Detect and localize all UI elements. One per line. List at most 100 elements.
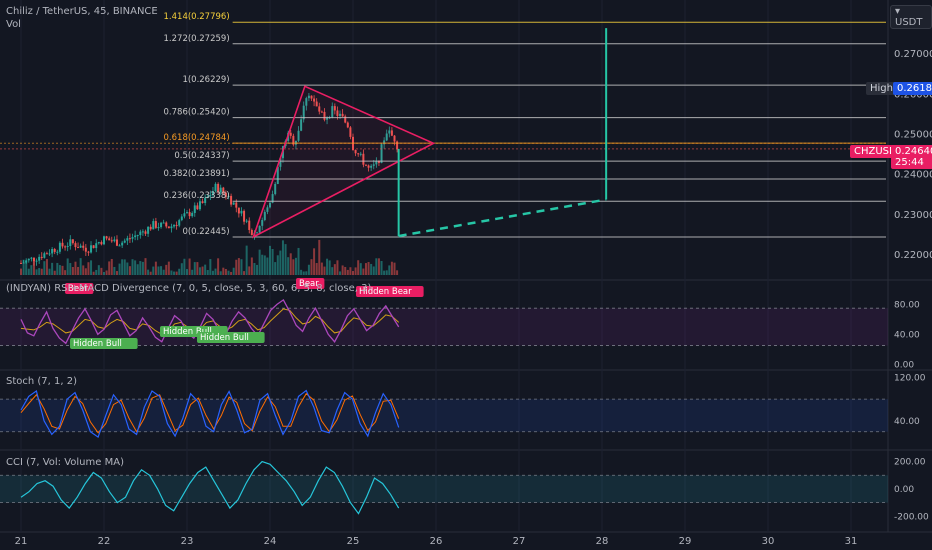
candle-body <box>232 202 235 205</box>
candle-body <box>178 220 181 226</box>
volume-bar <box>258 249 261 275</box>
candle-body <box>235 202 238 208</box>
candle-body <box>193 205 196 213</box>
cci-band <box>0 475 888 503</box>
volume-bar <box>370 263 373 275</box>
candle-body <box>84 247 87 252</box>
volume-bar <box>180 263 183 275</box>
volume-bar <box>294 257 297 275</box>
candle-body <box>35 260 38 262</box>
volume-bar <box>201 266 204 275</box>
x-tick-label: 23 <box>181 536 194 547</box>
volume-bar <box>274 262 277 275</box>
high-label: High <box>870 83 893 94</box>
candle-body <box>136 235 139 237</box>
candle-body <box>396 141 399 150</box>
candle-body <box>165 222 168 227</box>
volume-bar <box>154 261 157 275</box>
candle-body <box>92 245 95 249</box>
candle-body <box>383 140 386 145</box>
volume-bar <box>237 258 240 275</box>
x-tick-label: 29 <box>679 536 692 547</box>
volume-bar <box>113 266 116 275</box>
x-tick-label: 26 <box>430 536 443 547</box>
candle-body <box>377 160 380 163</box>
candle-body <box>113 239 116 242</box>
stoch-band <box>0 399 888 432</box>
volume-bar <box>144 258 147 275</box>
x-tick-label: 21 <box>15 536 28 547</box>
volume-bar <box>30 265 33 275</box>
volume-bar <box>269 245 271 275</box>
candle-body <box>51 248 54 254</box>
volume-bar <box>313 248 316 275</box>
candle-body <box>204 197 207 203</box>
x-tick-label: 24 <box>264 536 277 547</box>
candle-body <box>302 105 305 120</box>
volume-bar <box>173 271 176 275</box>
candle-body <box>30 257 33 259</box>
candle-body <box>357 153 360 155</box>
high-value: 0.26185 <box>897 83 932 94</box>
symbol-title[interactable]: Chiliz / TetherUS, 45, BINANCE <box>6 6 158 17</box>
fib-level-label: 0.236(0.23338) <box>164 191 230 201</box>
candle-body <box>320 111 323 113</box>
divergence-tag-bg <box>70 338 138 349</box>
candle-body <box>227 195 230 197</box>
divergence-tag-bg <box>356 286 424 297</box>
volume-bar <box>103 271 105 275</box>
candle-body <box>131 237 134 239</box>
stoch-pane-title[interactable]: Stoch (7, 1, 2) <box>6 376 78 387</box>
candle-body <box>173 225 176 227</box>
volume-bar <box>79 258 82 275</box>
candle-body <box>162 222 165 224</box>
candle-body <box>243 210 246 222</box>
volume-bar <box>214 268 217 275</box>
volume-bar <box>256 264 259 275</box>
divergence-tag-label: Bear <box>68 284 88 294</box>
volume-bar <box>307 264 310 275</box>
volume-bar <box>253 262 256 275</box>
candle-body <box>362 153 365 165</box>
volume-label[interactable]: Vol <box>6 19 21 30</box>
rsi-pane-title[interactable]: (INDYAN) RSI+MACD Divergence (7, 0, 5, c… <box>6 283 372 294</box>
candle-body <box>359 153 362 155</box>
candle-body <box>349 127 352 137</box>
volume-bar <box>32 258 35 275</box>
volume-bar <box>300 269 303 275</box>
divergence-tag-label: Bear <box>299 279 319 289</box>
volume-bar <box>123 259 126 275</box>
rsi-tick-label: 0.00 <box>894 360 914 370</box>
volume-bar <box>22 259 25 275</box>
cci-line <box>20 460 400 515</box>
stoch-tick-label: 40.00 <box>894 417 920 427</box>
candle-body <box>126 238 129 241</box>
candle-body <box>108 238 111 241</box>
volume-bar <box>56 262 59 275</box>
volume-bar <box>346 269 349 275</box>
currency-label: USDT <box>895 17 923 28</box>
volume-bar <box>230 271 233 275</box>
rsi-band <box>0 308 888 346</box>
volume-bar <box>331 267 334 275</box>
currency-selector[interactable]: ▾ USDT <box>890 5 932 29</box>
candle-body <box>71 239 74 244</box>
volume-bar <box>198 267 201 275</box>
candle-body <box>100 242 103 245</box>
volume-bar <box>326 258 329 275</box>
cci-pane-title[interactable]: CCI (7, Vol: Volume MA) <box>6 457 124 468</box>
volume-bar <box>263 255 266 275</box>
candle-body <box>128 238 131 240</box>
volume-bar <box>136 264 139 275</box>
volume-bar <box>219 271 222 275</box>
rsi-line <box>20 298 400 345</box>
candle-body <box>154 221 157 228</box>
volume-bar <box>227 270 230 275</box>
volume-bar <box>165 264 168 275</box>
candle-body <box>305 98 308 106</box>
grid-layer <box>0 0 932 533</box>
volume-bar <box>43 261 46 275</box>
candle-body <box>279 158 282 167</box>
volume-bar <box>359 263 362 275</box>
